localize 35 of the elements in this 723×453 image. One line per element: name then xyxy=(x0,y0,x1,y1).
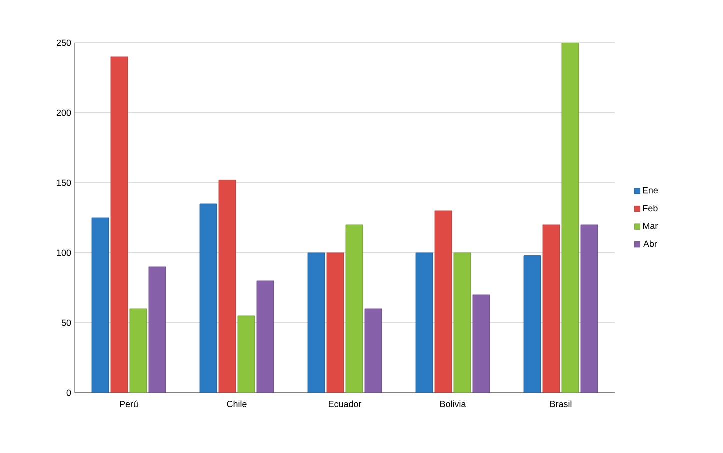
y-tick-label: 0 xyxy=(66,390,72,396)
bar xyxy=(200,204,218,393)
bar xyxy=(472,294,490,393)
bar xyxy=(92,218,110,393)
bar xyxy=(434,210,452,393)
bar xyxy=(218,180,236,393)
bar xyxy=(454,252,472,393)
x-tick-label: Bolivia xyxy=(440,400,466,408)
x-tick-label: Chile xyxy=(227,400,247,408)
bar xyxy=(542,224,560,393)
bar xyxy=(364,308,382,393)
y-tick-label: 100 xyxy=(57,250,72,256)
bar xyxy=(580,224,598,393)
x-tick-label: Ecuador xyxy=(329,400,362,408)
x-tick-label: Perú xyxy=(120,400,138,408)
bar xyxy=(326,252,344,393)
bar xyxy=(110,56,128,393)
bar xyxy=(524,256,542,393)
legend-label: Mar xyxy=(643,222,658,230)
y-tick-label: 200 xyxy=(56,110,72,116)
bar xyxy=(346,224,364,393)
bar xyxy=(562,42,580,393)
x-tick-label: Brasil xyxy=(550,400,572,408)
bar xyxy=(238,316,256,393)
y-tick-label: 50 xyxy=(62,320,72,326)
bar xyxy=(416,252,434,393)
y-tick-label: 150 xyxy=(57,180,72,186)
legend-label: Feb xyxy=(643,205,658,212)
bar xyxy=(148,266,166,393)
bar xyxy=(130,308,148,393)
legend-label: Abr xyxy=(643,240,658,248)
legend-label: Ene xyxy=(643,187,658,194)
bar xyxy=(308,252,326,393)
y-tick-label: 250 xyxy=(56,40,72,46)
bar xyxy=(256,280,274,393)
